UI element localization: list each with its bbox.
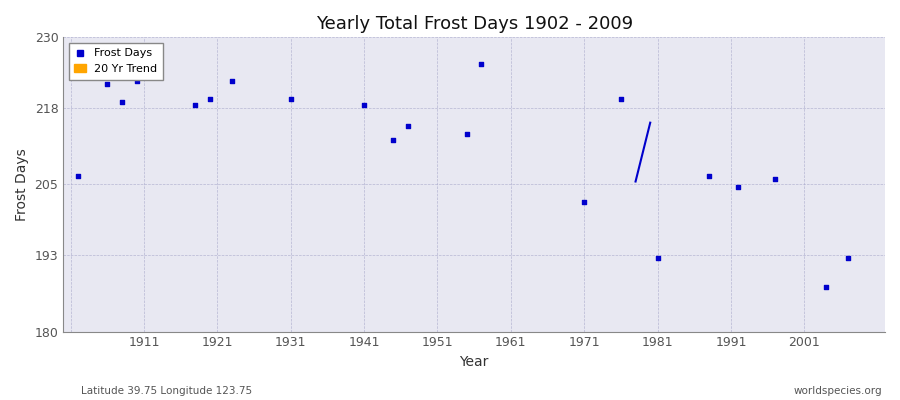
- Point: [188, 102, 202, 108]
- Point: [842, 255, 856, 261]
- Point: [577, 199, 591, 205]
- Point: [357, 102, 372, 108]
- Point: [819, 284, 833, 291]
- Text: Latitude 39.75 Longitude 123.75: Latitude 39.75 Longitude 123.75: [81, 386, 252, 396]
- Point: [100, 81, 114, 88]
- Point: [71, 172, 86, 179]
- Point: [400, 122, 415, 129]
- Text: worldspecies.org: worldspecies.org: [794, 386, 882, 396]
- Point: [144, 61, 158, 67]
- Point: [702, 172, 716, 179]
- Point: [202, 96, 217, 102]
- Point: [614, 96, 628, 102]
- Point: [768, 175, 782, 182]
- Point: [460, 131, 474, 138]
- Point: [115, 99, 130, 105]
- Point: [130, 78, 144, 85]
- Point: [225, 78, 239, 85]
- Legend: Frost Days, 20 Yr Trend: Frost Days, 20 Yr Trend: [68, 43, 163, 80]
- Point: [651, 255, 665, 261]
- Title: Yearly Total Frost Days 1902 - 2009: Yearly Total Frost Days 1902 - 2009: [316, 15, 633, 33]
- Point: [386, 137, 400, 144]
- Point: [731, 184, 745, 191]
- X-axis label: Year: Year: [460, 355, 489, 369]
- Point: [284, 96, 298, 102]
- Y-axis label: Frost Days: Frost Days: [15, 148, 29, 221]
- Point: [474, 61, 489, 67]
